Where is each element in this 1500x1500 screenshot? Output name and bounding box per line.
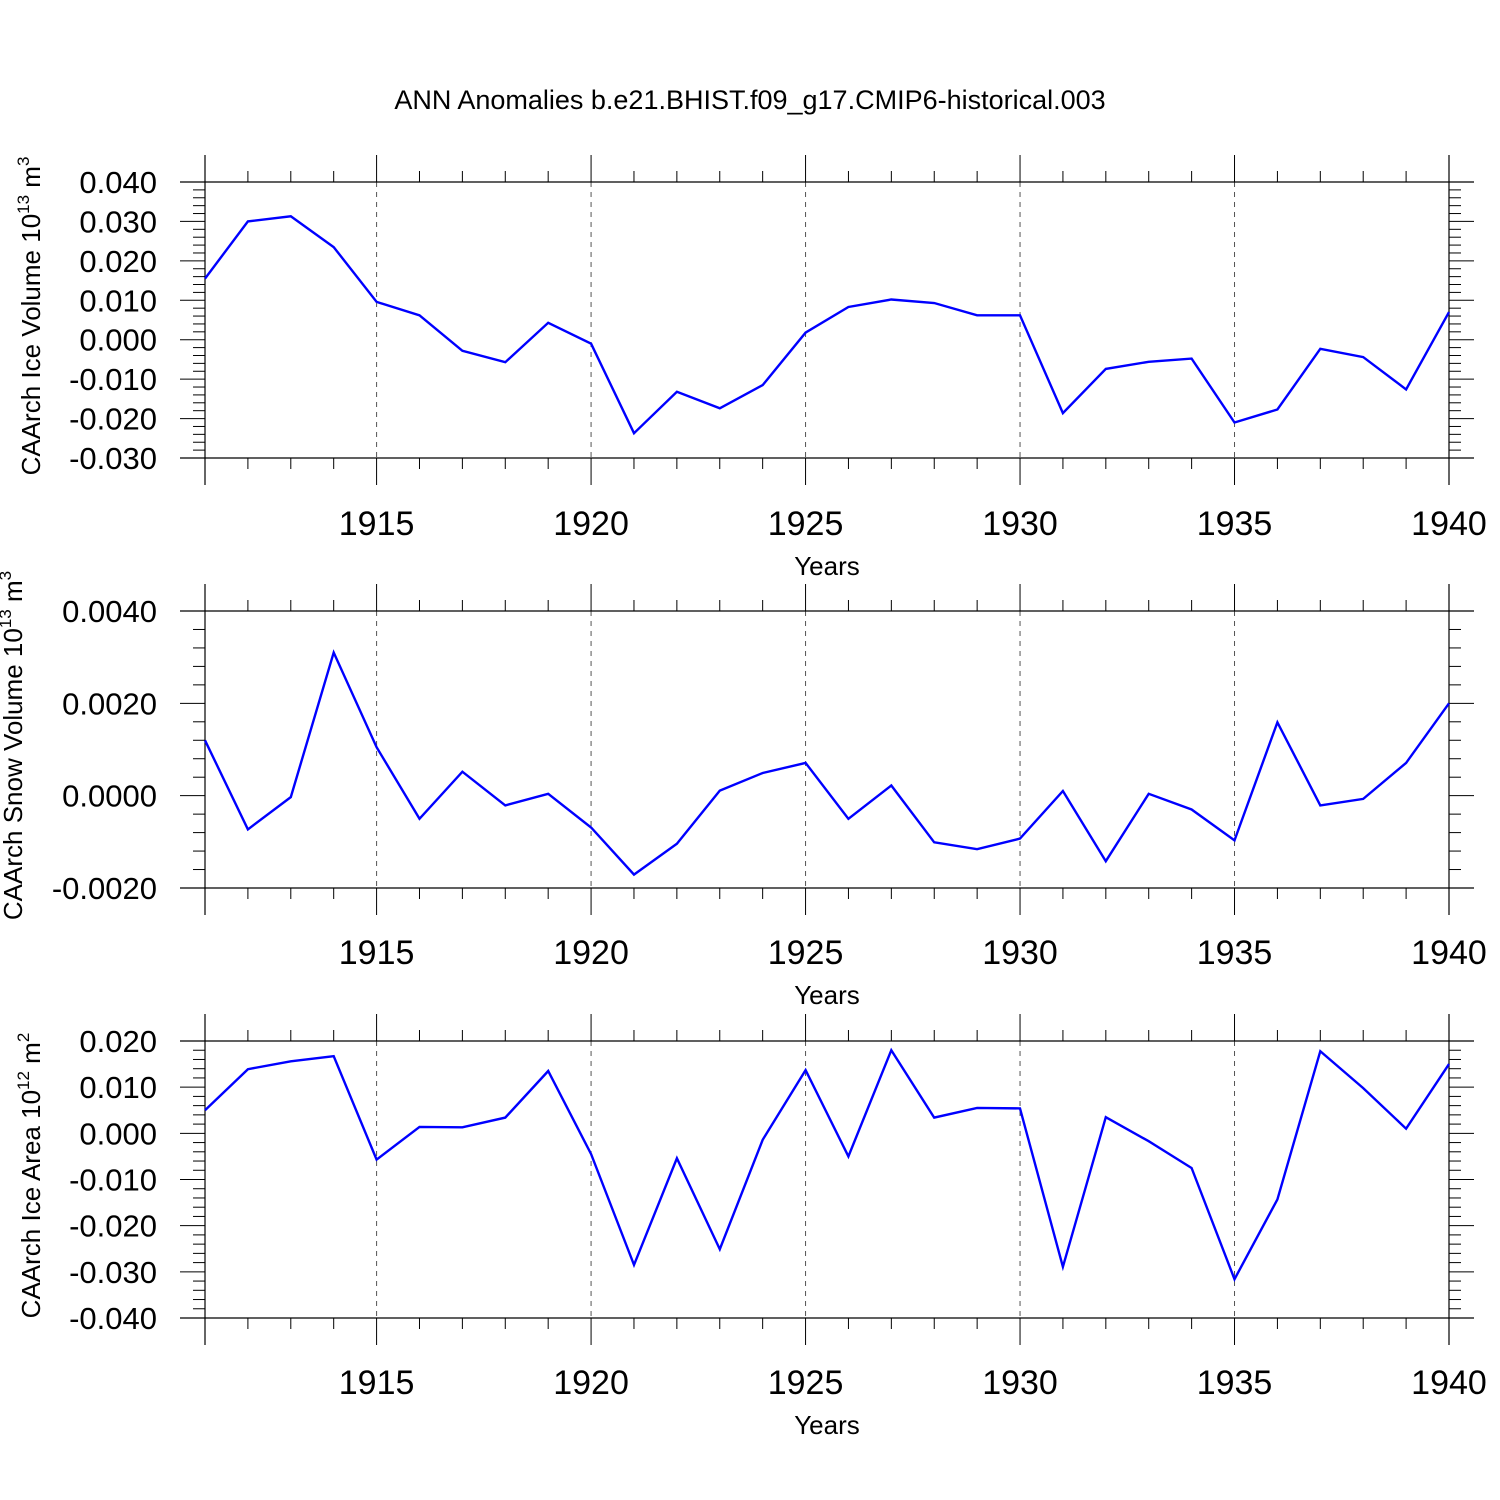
x-tick-label: 1915 bbox=[339, 505, 415, 543]
series-line bbox=[203, 649, 1450, 877]
chart-panel-2: -0.0020 0.0000 0.0020 0.0040 1915 1920 1925 193… bbox=[0, 571, 1487, 1010]
y-tick-label: -0.030 bbox=[69, 441, 157, 476]
x-tick-label: 1925 bbox=[768, 1364, 844, 1402]
y-tick-label: -0.020 bbox=[69, 402, 157, 437]
y-tick-label: 0.020 bbox=[79, 244, 157, 279]
y-tick-label: -0.020 bbox=[69, 1209, 157, 1244]
x-tick-label: 1940 bbox=[1411, 1364, 1487, 1402]
x-tick-label: 1915 bbox=[339, 1364, 415, 1402]
y-axis-label: CAArch Snow Volume 1013 m3 bbox=[0, 571, 28, 920]
x-tick-label: 1940 bbox=[1411, 505, 1487, 543]
chart-panel-1: -0.030 -0.020 -0.010 0.000 0.010 0.020 0.030 0.… bbox=[14, 155, 1487, 581]
y-tick-label: 0.010 bbox=[79, 1070, 157, 1105]
x-tick-label: 1915 bbox=[339, 934, 415, 972]
y-tick-label: -0.040 bbox=[69, 1301, 157, 1336]
x-tick-label: 1925 bbox=[768, 505, 844, 543]
figure-title: ANN Anomalies b.e21.BHIST.f09_g17.CMIP6-… bbox=[394, 85, 1105, 115]
chart-panel-3: -0.040 -0.030 -0.020 -0.010 0.000 0.010 0.020 1… bbox=[14, 1014, 1487, 1440]
x-tick-label: 1930 bbox=[982, 934, 1058, 972]
y-tick-label: 0.000 bbox=[79, 1116, 157, 1151]
y-tick-label: 0.030 bbox=[79, 204, 157, 239]
x-tick-label: 1930 bbox=[982, 1364, 1058, 1402]
series-line bbox=[204, 1047, 1450, 1283]
x-tick-label: 1935 bbox=[1197, 505, 1273, 543]
x-tick-label: 1930 bbox=[982, 505, 1058, 543]
y-tick-label: -0.0020 bbox=[52, 871, 157, 906]
y-tick-label: 0.0000 bbox=[62, 779, 157, 814]
x-tick-label: 1925 bbox=[768, 934, 844, 972]
y-tick-label: -0.030 bbox=[69, 1255, 157, 1290]
x-axis-label: Years bbox=[794, 980, 860, 1010]
y-axis-label: CAArch Ice Volume 1013 m3 bbox=[14, 157, 46, 476]
x-tick-label: 1940 bbox=[1411, 934, 1487, 972]
panels: -0.030 -0.020 -0.010 0.000 0.010 0.020 0.030 0.… bbox=[0, 155, 1487, 1440]
y-tick-label: 0.010 bbox=[79, 283, 157, 318]
y-tick-label: -0.010 bbox=[69, 1163, 157, 1198]
x-tick-label: 1935 bbox=[1197, 934, 1273, 972]
y-tick-label: 0.0040 bbox=[62, 594, 157, 629]
y-tick-label: 0.020 bbox=[79, 1024, 157, 1059]
x-tick-label: 1920 bbox=[553, 934, 629, 972]
y-tick-label: 0.0020 bbox=[62, 686, 157, 721]
y-tick-label: 0.040 bbox=[79, 165, 157, 200]
x-tick-label: 1920 bbox=[553, 505, 629, 543]
x-axis-label: Years bbox=[794, 1410, 860, 1440]
y-tick-label: 0.000 bbox=[79, 323, 157, 358]
x-axis-label: Years bbox=[794, 551, 860, 581]
x-tick-label: 1920 bbox=[553, 1364, 629, 1402]
series-line bbox=[204, 215, 1451, 436]
x-tick-label: 1935 bbox=[1197, 1364, 1273, 1402]
y-tick-label: -0.010 bbox=[69, 362, 157, 397]
y-axis-label: CAArch Ice Area 1012 m2 bbox=[14, 1033, 46, 1319]
